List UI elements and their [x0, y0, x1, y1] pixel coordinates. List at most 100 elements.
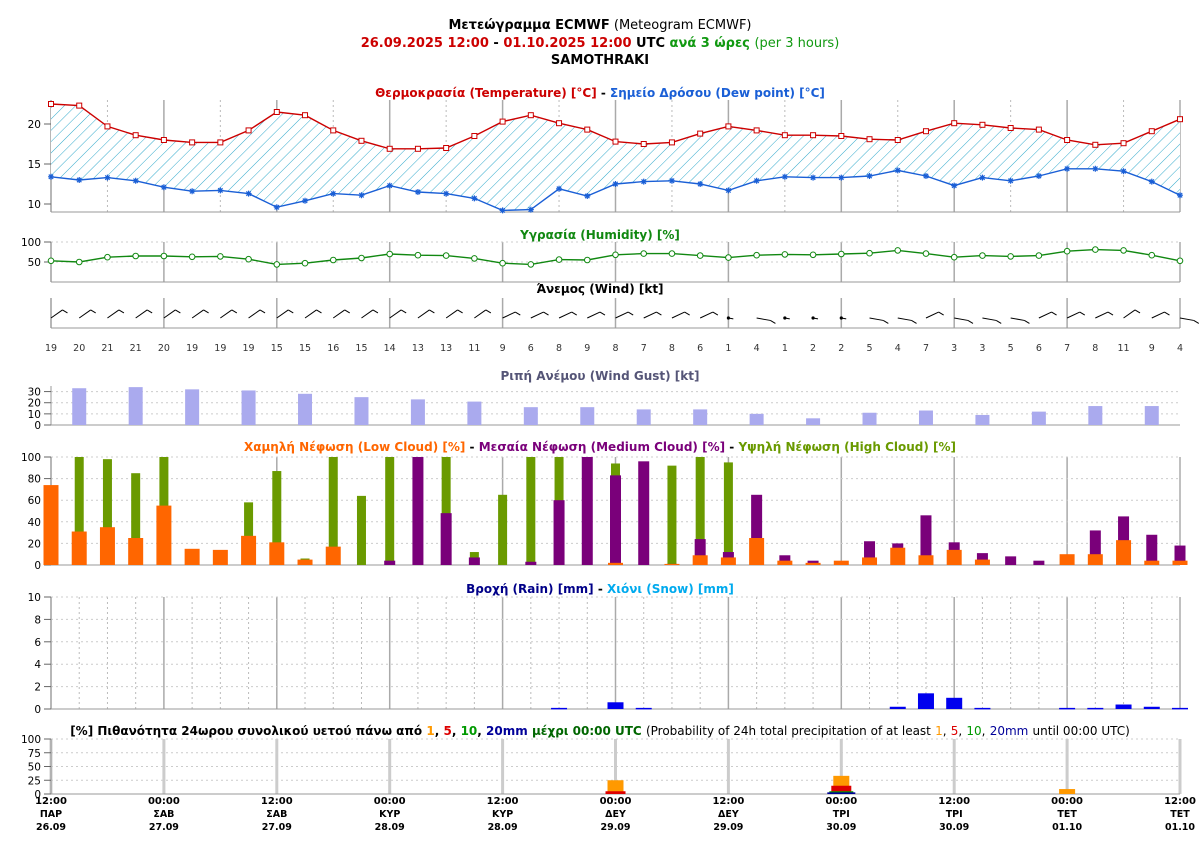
- wind-calm-dot: [783, 316, 787, 320]
- humidity-point: [1148, 251, 1156, 259]
- rain-bar: [1172, 707, 1188, 710]
- dew-point-marker: [48, 173, 54, 180]
- temp-title: Θερμοκρασία (Temperature) [°C]: [375, 86, 597, 100]
- rain-bar: [635, 707, 652, 710]
- wind-gust-bar: [1088, 406, 1103, 425]
- wind-gust-bar: [975, 414, 990, 425]
- low-cloud-bar: [297, 559, 313, 565]
- wind-gust-bar: [185, 389, 200, 425]
- chart-title: Μετεώγραμμα ECMWF (Meteogram ECMWF): [0, 18, 1200, 33]
- wind-barb-flag: [1079, 311, 1086, 316]
- humidity-point: [1063, 247, 1071, 255]
- precip-prob-p5-bar: [831, 785, 852, 794]
- humidity-tick-label: 50: [28, 257, 41, 269]
- temperature-point: [471, 133, 478, 139]
- date-label: 29.09: [600, 822, 630, 833]
- humidity-point: [781, 251, 789, 258]
- wind-speed-label: 1: [782, 343, 788, 354]
- dew-point-marker: [1177, 192, 1183, 199]
- rain-title: Βροχή (Rain) [mm]: [466, 582, 594, 596]
- wind-barb-staff: [474, 309, 487, 319]
- wind-barb-staff: [135, 309, 148, 319]
- day-label: ΚΥΡ: [492, 809, 513, 820]
- wind-barb-staff: [50, 309, 63, 319]
- wind-gust-bar: [749, 413, 764, 425]
- wind-speed-label: 7: [923, 343, 929, 354]
- prob-title-en-a: (Probability of 24h total precipitation …: [645, 724, 931, 738]
- wind-barb-staff: [756, 317, 771, 321]
- dew-point-marker: [273, 204, 280, 211]
- cloud-tick-label: 80: [28, 474, 41, 486]
- prob-en-comma-1: ,: [942, 724, 947, 738]
- wind-barb-flag: [967, 320, 974, 324]
- rain-bar: [1143, 706, 1160, 709]
- wind-barb-staff: [276, 309, 289, 319]
- gust-title: Ριπή Ανέμου (Wind Gust) [kt]: [500, 369, 700, 383]
- wind-speed-label: 19: [243, 343, 255, 354]
- rain-tick-label: 6: [34, 637, 41, 649]
- temperature-point: [1120, 140, 1127, 147]
- high-cloud-bar: [498, 494, 508, 565]
- temperature-point: [160, 137, 167, 143]
- humidity-point: [866, 249, 873, 257]
- day-label: ΔΕΥ: [605, 809, 626, 820]
- dew-point-marker: [527, 206, 534, 213]
- wind-speed-label: 21: [130, 343, 142, 354]
- wind-barb-flag: [995, 320, 1002, 324]
- wind-gust-bar: [410, 399, 425, 425]
- gust-tick-label: 30: [28, 387, 41, 399]
- high-cloud-bar: [131, 473, 141, 565]
- low-cloud-bar: [664, 563, 680, 565]
- humidity-point: [922, 250, 930, 257]
- temperature-point: [386, 145, 393, 152]
- wind-barb-staff: [558, 311, 572, 319]
- low-cloud-bar: [241, 535, 257, 565]
- dew-point-marker: [810, 174, 817, 181]
- wind-gust-bar: [636, 409, 651, 425]
- humidity-point: [527, 261, 535, 268]
- wind-barb-flag: [175, 309, 181, 314]
- prob-comma-2: ,: [451, 724, 457, 738]
- wind-barb-flag: [938, 311, 944, 316]
- medium-cloud-bar: [1174, 545, 1186, 565]
- wind-barb-staff: [1038, 311, 1052, 319]
- wind-speed-label: 6: [1036, 343, 1042, 354]
- wind-barb-staff: [502, 311, 516, 319]
- humidity-point: [950, 253, 958, 261]
- wind-gust-bar: [241, 390, 256, 425]
- prob-en-comma-2: ,: [958, 724, 963, 738]
- low-cloud-bar: [974, 559, 990, 565]
- high-cloud-bar: [102, 459, 112, 565]
- time-label: 00:00: [374, 796, 406, 807]
- temperature-point: [217, 139, 224, 146]
- temperature-point: [527, 112, 534, 119]
- temperature-point: [810, 132, 817, 139]
- date-label: 27.09: [149, 822, 179, 833]
- temperature-point: [330, 127, 337, 134]
- humidity-point: [47, 257, 55, 265]
- wind-barb-staff: [1010, 317, 1025, 321]
- dew-point-marker: [414, 189, 421, 195]
- humidity-point: [1120, 247, 1127, 254]
- wind-barb-flag: [684, 311, 690, 316]
- time-label: 12:00: [35, 796, 67, 807]
- wind-barb-flag: [1107, 311, 1114, 316]
- gust-tick-label: 20: [28, 398, 41, 410]
- wind-speed-label: 6: [697, 343, 703, 354]
- precip-prob-p5-bar: [605, 791, 626, 794]
- time-label: 00:00: [148, 796, 180, 807]
- day-label: ΠΑΡ: [40, 809, 62, 820]
- wind-gust-bar: [580, 407, 595, 425]
- gust-tick-label: 0: [34, 420, 41, 432]
- temp-title-sep: -: [600, 86, 606, 100]
- humidity-point: [809, 251, 817, 259]
- date-label: 01.10: [1052, 822, 1082, 833]
- cloud-tick-label: 60: [28, 495, 41, 507]
- humidity-point: [499, 259, 506, 267]
- wind-speed-label: 9: [500, 343, 506, 354]
- wind-barb-flag: [429, 309, 435, 314]
- precip-prob-p1-bar: [607, 780, 624, 794]
- temperature-point: [894, 137, 901, 143]
- cloud-panel-title: Χαμηλή Νέφωση (Low Cloud) [%] - Μεσαία Ν…: [0, 440, 1200, 454]
- rain-tick-label: 4: [34, 659, 41, 671]
